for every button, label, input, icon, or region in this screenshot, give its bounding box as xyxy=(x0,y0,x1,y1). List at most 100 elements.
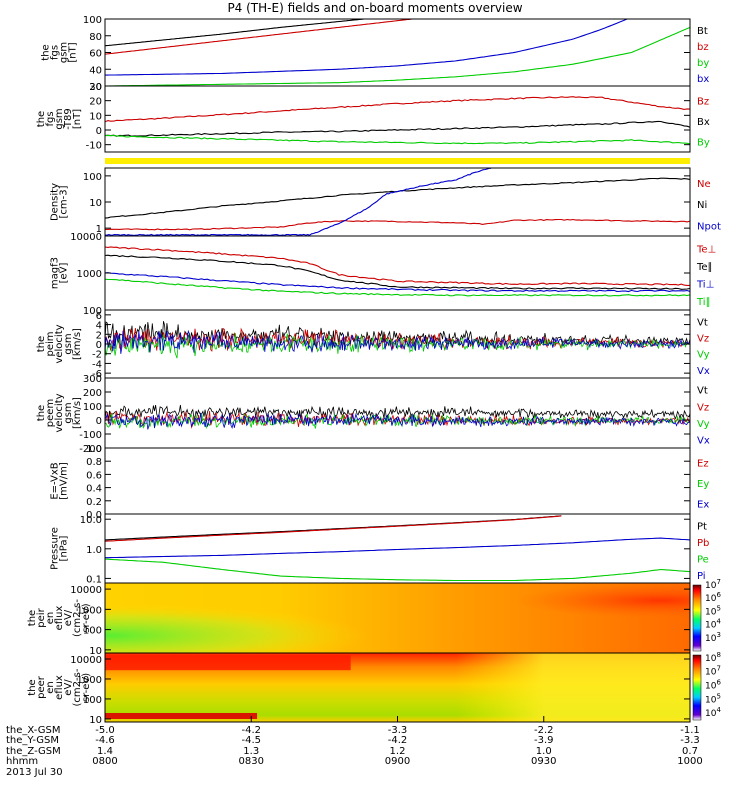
legend-label: Vt xyxy=(697,317,708,328)
legend-label: Ne xyxy=(697,179,711,190)
y-axis-label: eflux xyxy=(54,606,65,631)
y-axis-label: -T89 xyxy=(63,108,74,130)
y-tick-label: 60 xyxy=(89,49,102,60)
y-axis-label: the xyxy=(36,111,47,127)
y-tick-label: 0.6 xyxy=(86,470,102,481)
y-tick-label: 1000 xyxy=(77,605,102,616)
y-tick-label: 0.4 xyxy=(86,484,102,495)
y-tick-label: 300 xyxy=(83,374,102,385)
series-line-Bt xyxy=(105,19,370,47)
panel-peem-v: Vt Vz Vy Vx -200 -100 0 100 200 300 thepeemvelocit… xyxy=(36,374,710,455)
y-axis-label: the xyxy=(36,405,47,421)
series-line-by xyxy=(105,26,690,86)
y-tick-label: 100 xyxy=(83,626,102,637)
series-line-Ne xyxy=(105,218,690,231)
y-axis-label: eflux xyxy=(54,675,65,700)
panel-evxb: Ez Ey Ex 0.0 0.2 0.4 0.6 0.8 1.0 E=-VxB[mV/m] xyxy=(50,444,710,521)
footer-value: 0800 xyxy=(92,756,118,768)
series-line-Bz xyxy=(105,96,690,123)
legend-label: Vx xyxy=(697,366,710,377)
y-tick-label: 10 xyxy=(89,715,102,726)
series-line-Te∥ xyxy=(105,254,690,290)
y-tick-label: 1000 xyxy=(77,269,102,280)
panel-frame xyxy=(104,85,691,153)
y-tick-label: 100 xyxy=(83,172,102,183)
footer-row: hhmm 0800 0830 0900 0930 1000 xyxy=(6,756,703,768)
y-axis-label: en xyxy=(45,681,56,694)
footer-value: -3.3 xyxy=(680,735,700,747)
y-axis-label: gsm xyxy=(63,402,74,423)
legend-label: Npot xyxy=(697,221,721,232)
legend-label: Vx xyxy=(697,436,710,447)
series-line-Pt xyxy=(105,515,562,541)
y-tick-label: 100 xyxy=(83,695,102,706)
footer-value: 1000 xyxy=(677,756,703,768)
footer-value: 1.4 xyxy=(97,745,113,757)
figure-title: P4 (TH-E) fields and on-board moments ov… xyxy=(227,1,523,15)
legend-label: By xyxy=(697,138,710,149)
footer-value: -3.3 xyxy=(387,725,408,736)
y-tick-label: 1000 xyxy=(77,675,102,686)
y-tick-label: 100 xyxy=(83,15,102,26)
legend-label: Vy xyxy=(697,350,710,361)
series-line-Ti∥ xyxy=(105,278,690,297)
y-axis-label: [cm-3] xyxy=(59,185,70,218)
series-line-By xyxy=(105,134,690,145)
y-tick-label: -6 xyxy=(92,369,102,380)
spectrogram-red-band xyxy=(105,655,351,671)
series-line-Pe xyxy=(105,558,690,582)
y-tick-label: 0 xyxy=(96,340,102,351)
y-tick-label: 10 xyxy=(89,646,102,657)
footer-row-label: hhmm xyxy=(6,756,39,768)
footer-value: -4.5 xyxy=(241,735,261,747)
legend-label: Ni xyxy=(697,200,707,211)
y-tick-label: 4 xyxy=(96,321,102,332)
y-axis-label: eV/ xyxy=(63,679,74,696)
y-tick-label: 0.1 xyxy=(86,574,102,585)
colorbar-tick-label: 106 xyxy=(705,678,721,691)
y-tick-label: 20 xyxy=(89,82,102,93)
y-tick-label: 0.2 xyxy=(86,497,102,508)
y-axis-label: gsm xyxy=(54,108,65,129)
panel-density: Ne Ni Npot 1 10 100 Density[cm-3] xyxy=(50,167,721,237)
y-axis-label: the xyxy=(27,679,38,695)
y-axis-label: [km/s] xyxy=(72,397,83,429)
spectrogram-low-band xyxy=(105,713,258,719)
footer-row: the_X-GSM -5.0 -4.2 -3.3 -2.2 -1.1 xyxy=(6,725,700,736)
series-line-Ni xyxy=(105,177,690,219)
y-axis-label: the xyxy=(41,44,52,60)
legend-label: Bt xyxy=(697,26,708,37)
legend-label: Pe xyxy=(697,554,709,565)
legend-label: Bx xyxy=(697,117,710,128)
colorbar-tick-label: 105 xyxy=(705,604,721,617)
footer-row-label: the_Y-GSM xyxy=(6,735,60,747)
series-line-Npot xyxy=(105,168,492,236)
footer-value: 1.2 xyxy=(389,745,406,757)
series-line-Vy xyxy=(105,413,690,430)
footer-value: 0930 xyxy=(531,756,557,768)
y-axis-label: the xyxy=(36,336,47,352)
colorbar-tick-label: 107 xyxy=(705,578,721,591)
legend-label: Ez xyxy=(697,458,709,469)
colorbar-tick-label: 103 xyxy=(705,631,721,644)
legend-label: Vz xyxy=(697,402,709,413)
y-axis-label: peim xyxy=(45,331,56,356)
y-axis-label: (cm2-s- xyxy=(72,668,83,706)
panel-magf3: Te⊥ Te∥ Ti⊥ Ti∥ 100 1000 10000 magf3[eV] xyxy=(50,232,717,317)
legend-label: Vy xyxy=(697,419,710,430)
orbit-footer: the_X-GSM -5.0 -4.2 -3.3 -2.2 -1.1 the_Y-GSM -4… xyxy=(6,725,703,778)
footer-row: the_Z-GSM 1.4 1.3 1.2 1.0 0.7 xyxy=(6,746,698,757)
footer-value: -4.6 xyxy=(95,735,115,747)
y-axis-label: [nT] xyxy=(72,109,83,129)
y-tick-label: -200 xyxy=(79,444,102,455)
y-tick-label: -100 xyxy=(79,430,102,441)
y-tick-label: 20 xyxy=(89,97,102,108)
legend-label: Bz xyxy=(697,96,709,107)
footer-value: 1.3 xyxy=(243,745,260,757)
footer-row-label: the_X-GSM xyxy=(6,725,61,736)
y-axis-label: E=-VxB xyxy=(50,462,61,499)
